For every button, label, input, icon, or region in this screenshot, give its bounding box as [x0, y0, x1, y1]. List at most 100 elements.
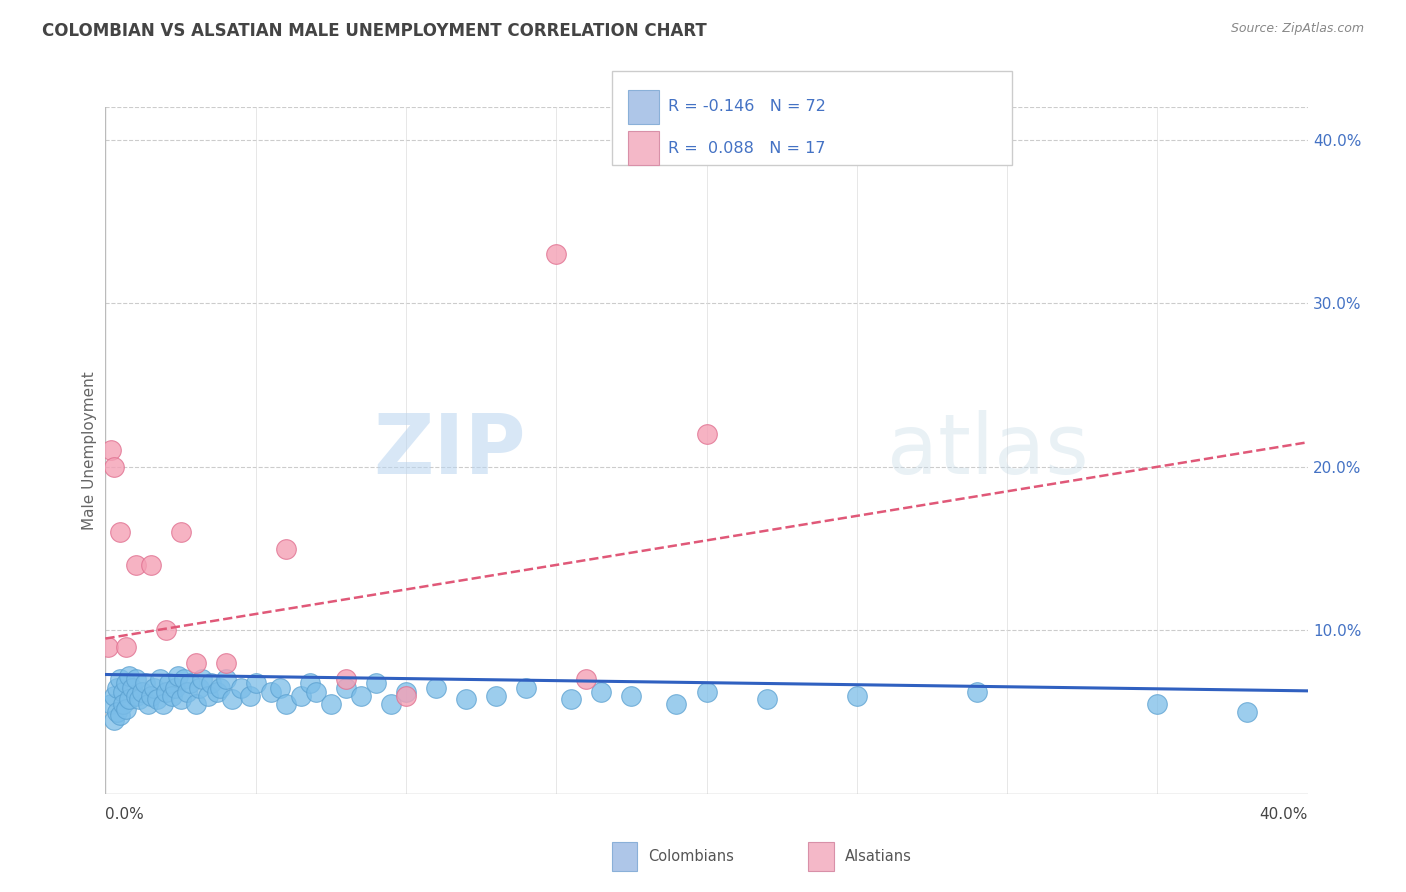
Point	[136, 697, 159, 711]
Point	[169, 692, 191, 706]
Point	[107, 681, 129, 695]
Point	[364, 675, 387, 690]
Point	[145, 692, 167, 706]
Text: 40.0%: 40.0%	[1260, 807, 1308, 822]
Point	[152, 697, 174, 711]
Point	[1146, 697, 1168, 711]
Point	[139, 689, 162, 703]
Point	[290, 689, 312, 703]
Point	[305, 685, 328, 699]
Point	[179, 675, 201, 690]
Point	[395, 685, 418, 699]
Point	[696, 427, 718, 442]
Text: 0.0%: 0.0%	[105, 807, 145, 822]
Point	[139, 558, 162, 572]
Text: COLOMBIAN VS ALSATIAN MALE UNEMPLOYMENT CORRELATION CHART: COLOMBIAN VS ALSATIAN MALE UNEMPLOYMENT …	[42, 22, 707, 40]
Point	[134, 675, 156, 690]
Point	[107, 705, 129, 719]
Point	[176, 685, 198, 699]
Point	[124, 673, 146, 687]
Point	[115, 702, 138, 716]
Text: R =  0.088   N = 17: R = 0.088 N = 17	[668, 141, 825, 156]
Text: atlas: atlas	[887, 410, 1088, 491]
Point	[269, 681, 291, 695]
Point	[103, 689, 125, 703]
Y-axis label: Male Unemployment: Male Unemployment	[82, 371, 97, 530]
Point	[425, 681, 447, 695]
Point	[100, 697, 122, 711]
Point	[157, 675, 180, 690]
Point	[335, 681, 357, 695]
Point	[696, 685, 718, 699]
Point	[245, 675, 267, 690]
Point	[260, 685, 283, 699]
Point	[169, 525, 191, 540]
Point	[755, 692, 778, 706]
Point	[274, 541, 297, 556]
Point	[298, 675, 321, 690]
Point	[620, 689, 643, 703]
Point	[184, 697, 207, 711]
Point	[208, 681, 231, 695]
Text: R = -0.146   N = 72: R = -0.146 N = 72	[668, 99, 825, 114]
Point	[319, 697, 342, 711]
Point	[214, 673, 236, 687]
Point	[124, 558, 146, 572]
Point	[560, 692, 582, 706]
Point	[515, 681, 537, 695]
Point	[128, 692, 150, 706]
Point	[546, 247, 568, 261]
Point	[274, 697, 297, 711]
Point	[380, 697, 402, 711]
Point	[110, 525, 132, 540]
Point	[350, 689, 373, 703]
Point	[665, 697, 688, 711]
Text: ZIP: ZIP	[374, 410, 526, 491]
Point	[239, 689, 262, 703]
Point	[591, 685, 613, 699]
Point	[454, 692, 477, 706]
Point	[395, 689, 418, 703]
Point	[155, 685, 177, 699]
Point	[966, 685, 988, 699]
Point	[103, 714, 125, 728]
Point	[184, 656, 207, 670]
Point	[173, 673, 195, 687]
Point	[166, 669, 188, 683]
Point	[124, 689, 146, 703]
Point	[148, 673, 170, 687]
Point	[845, 689, 868, 703]
Point	[575, 673, 598, 687]
Point	[197, 689, 219, 703]
Point	[110, 708, 132, 723]
Text: Source: ZipAtlas.com: Source: ZipAtlas.com	[1230, 22, 1364, 36]
Point	[115, 640, 138, 654]
Point	[112, 697, 135, 711]
Point	[1236, 705, 1258, 719]
Point	[163, 681, 186, 695]
Point	[200, 675, 222, 690]
Point	[229, 681, 252, 695]
Point	[160, 689, 183, 703]
Point	[335, 673, 357, 687]
Text: Alsatians: Alsatians	[845, 849, 912, 863]
Point	[115, 675, 138, 690]
Point	[103, 459, 125, 474]
Point	[118, 692, 141, 706]
Point	[221, 692, 243, 706]
Point	[97, 640, 120, 654]
Point	[214, 656, 236, 670]
Point	[205, 685, 228, 699]
Point	[110, 673, 132, 687]
Point	[187, 681, 209, 695]
Point	[131, 685, 153, 699]
Point	[118, 669, 141, 683]
Text: Colombians: Colombians	[648, 849, 734, 863]
Point	[100, 443, 122, 458]
Point	[142, 681, 165, 695]
Point	[112, 685, 135, 699]
Point	[155, 624, 177, 638]
Point	[190, 673, 212, 687]
Point	[485, 689, 508, 703]
Point	[121, 681, 143, 695]
